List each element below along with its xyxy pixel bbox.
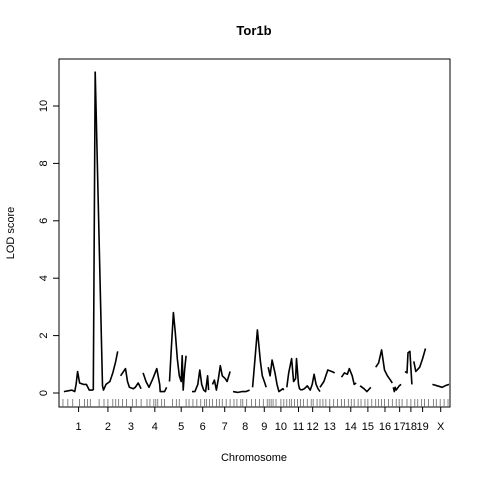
lod-series-chr14	[340, 367, 357, 386]
lod-series-chr7	[211, 364, 231, 391]
y-tick-label: 0	[38, 390, 50, 396]
y-tick-label: 8	[38, 160, 50, 166]
lod-series-chrlink	[92, 71, 96, 391]
x-tick-label: 9	[261, 421, 267, 433]
lod-lines	[63, 71, 450, 394]
lod-series-chr13	[319, 369, 336, 388]
lod-series-chr3	[119, 367, 142, 390]
y-tick-label: 10	[38, 100, 50, 112]
lod-series-chr18	[404, 350, 413, 385]
x-tick-label: 5	[178, 421, 184, 433]
y-tick-label: 4	[38, 275, 50, 281]
lod-series-chr5	[168, 311, 187, 391]
lod-series-chr17	[392, 383, 402, 393]
x-tick-label: 3	[128, 421, 134, 433]
lod-series-chr12	[301, 373, 321, 393]
lod-series-chr4	[142, 367, 168, 393]
chart-title: Tor1b	[236, 23, 271, 38]
x-tick-label: 19	[416, 421, 428, 433]
lod-series-chr8	[232, 389, 250, 394]
lod-series-chr1	[63, 370, 94, 393]
x-tick-label: 13	[324, 421, 336, 433]
lod-series-chr10	[267, 359, 285, 393]
x-tick-label: 15	[362, 421, 374, 433]
x-tick-label: X	[437, 421, 445, 433]
marker-rug	[62, 399, 449, 407]
x-tick-label: 4	[152, 421, 158, 433]
x-tick-label: 12	[307, 421, 319, 433]
x-tick-label: 2	[105, 421, 111, 433]
x-tick-label: 7	[222, 421, 228, 433]
lod-series-chr19	[413, 348, 427, 373]
lod-series-chr2	[94, 71, 119, 391]
lod-series-chr11	[286, 357, 302, 391]
x-tick-label: 14	[345, 421, 357, 433]
y-tick-label: 2	[38, 333, 50, 339]
x-tick-label: 10	[275, 421, 287, 433]
y-axis: 0 2 4 6 8 10	[38, 100, 60, 396]
lod-series-chr15	[359, 385, 372, 393]
x-tick-label: 6	[200, 421, 206, 433]
y-axis-label: LOD score	[5, 207, 17, 260]
x-tick-label: 17	[394, 421, 406, 433]
lod-series-chr9	[251, 329, 267, 388]
x-axis-label: Chromosome	[221, 452, 287, 464]
x-tick-label: 1	[76, 421, 82, 433]
lod-series-chr6	[192, 369, 210, 393]
x-tick-label: 8	[242, 421, 248, 433]
lod-series-chr16	[375, 349, 393, 384]
x-tick-label: 11	[293, 421, 304, 433]
lod-series-chrX	[432, 383, 450, 389]
y-tick-label: 6	[38, 218, 50, 224]
x-tick-label: 16	[379, 421, 391, 433]
x-tick-label: 18	[405, 421, 417, 433]
